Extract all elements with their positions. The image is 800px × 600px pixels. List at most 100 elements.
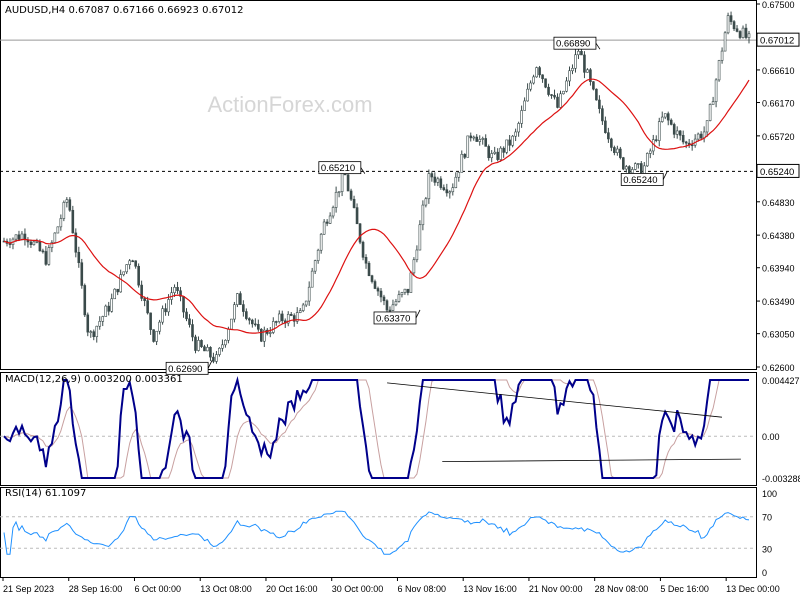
time-tick-label: 13 Nov 16:00 [463, 584, 517, 594]
candle-body [245, 311, 248, 319]
candle-body [260, 328, 263, 342]
candle-body [631, 169, 634, 174]
candle-body [56, 226, 60, 234]
candle-body [107, 305, 111, 312]
annotation-leader [360, 167, 366, 174]
price-tick-label: 0.62600 [762, 363, 795, 373]
candle-body [47, 247, 51, 265]
candle-body [439, 178, 443, 188]
candle-body [634, 163, 637, 170]
candle-body [550, 94, 553, 96]
support-level-marker: 0.65240 [756, 163, 800, 178]
candle-body [583, 54, 586, 73]
candle-body [499, 147, 502, 160]
candle-body [221, 344, 224, 349]
candle-body [696, 133, 700, 140]
candle-body [529, 82, 532, 90]
candle-body [508, 139, 511, 146]
rsi-tick-label: 70 [762, 513, 772, 523]
current-price-marker-box [756, 32, 800, 47]
candle-body [239, 293, 242, 305]
annotation-0.62690: 0.62690 [165, 360, 213, 375]
candle-body [580, 50, 583, 56]
candle-body [224, 339, 227, 346]
candle-body [50, 242, 54, 248]
candle-body [427, 173, 431, 200]
candle-body [448, 191, 452, 194]
candle-body [409, 272, 413, 293]
rsi-tick-label: 100 [762, 489, 777, 499]
candle-body [511, 135, 514, 146]
candle-body [403, 288, 407, 293]
candle-body [433, 176, 437, 183]
candle-body [690, 144, 694, 147]
candle-body [379, 290, 383, 298]
candle-body [20, 233, 24, 240]
candle-body [95, 325, 99, 338]
candle-body [517, 123, 520, 133]
candle-body [197, 340, 200, 351]
candle-body [128, 260, 131, 265]
candle-body [675, 130, 679, 135]
watermark: ActionForex.com [207, 92, 372, 117]
symbol-label: AUDUSD,H4 [5, 5, 66, 16]
candle-body [607, 132, 610, 140]
candle-body [412, 259, 416, 274]
candle-body [586, 69, 589, 73]
candle-body [92, 331, 96, 338]
price-tick-label: 0.65720 [762, 132, 795, 142]
candle-body [164, 308, 167, 313]
candle-body [116, 288, 119, 293]
candle-body [708, 104, 712, 121]
candle-body [280, 313, 284, 322]
candle-body [17, 234, 21, 240]
candle-body [726, 15, 730, 34]
chart-header: AUDUSD,H4 0.67087 0.67166 0.66923 0.6701… [5, 5, 243, 16]
candle-body [660, 116, 664, 122]
candle-body [14, 234, 18, 240]
candle-body [361, 241, 365, 258]
candle-body [74, 232, 78, 253]
macd-line [3, 376, 749, 479]
price-tick-label: 0.63490 [762, 297, 795, 307]
candle-body [699, 133, 703, 139]
candle-body [406, 288, 410, 293]
price-tick-label: 0.64830 [762, 198, 795, 208]
candle-body [616, 148, 619, 153]
candle-body [131, 260, 134, 263]
candle-body [598, 99, 601, 109]
candle-body [325, 221, 329, 224]
candle-body [526, 88, 529, 102]
candle-body [179, 290, 182, 297]
candle-body [155, 330, 158, 342]
candle-body [421, 204, 425, 226]
candle-body [400, 292, 404, 296]
candle-body [334, 191, 338, 208]
time-tick-label: 13 Dec 00:00 [726, 584, 780, 594]
candle-body [523, 100, 526, 111]
candle-body [358, 223, 362, 243]
candle-body [289, 313, 293, 316]
candle-body [206, 347, 209, 352]
candle-body [340, 172, 344, 192]
candle-body [747, 33, 751, 38]
rsi-pane: 100 70 30 0 [0, 489, 777, 578]
candle-body [547, 86, 550, 95]
candle-body [77, 251, 81, 264]
candle-body [445, 189, 449, 194]
candle-body [301, 304, 305, 311]
price-pane: ActionForex.com 0.626900.652100.633700.6… [0, 0, 800, 375]
candle-body [322, 221, 326, 235]
candle-body [149, 312, 152, 330]
candles [2, 11, 751, 364]
candle-body [397, 294, 401, 302]
candle-body [541, 74, 544, 80]
candle-body [242, 304, 245, 312]
pane-frame [0, 372, 757, 486]
candle-body [466, 135, 470, 158]
candle-body [53, 232, 57, 243]
candle-body [313, 260, 317, 272]
price-annotations: 0.62690 0.65210 0.63370 0.66890 0.65240 [165, 36, 668, 375]
candle-body [370, 275, 374, 282]
candle-body [59, 218, 63, 228]
